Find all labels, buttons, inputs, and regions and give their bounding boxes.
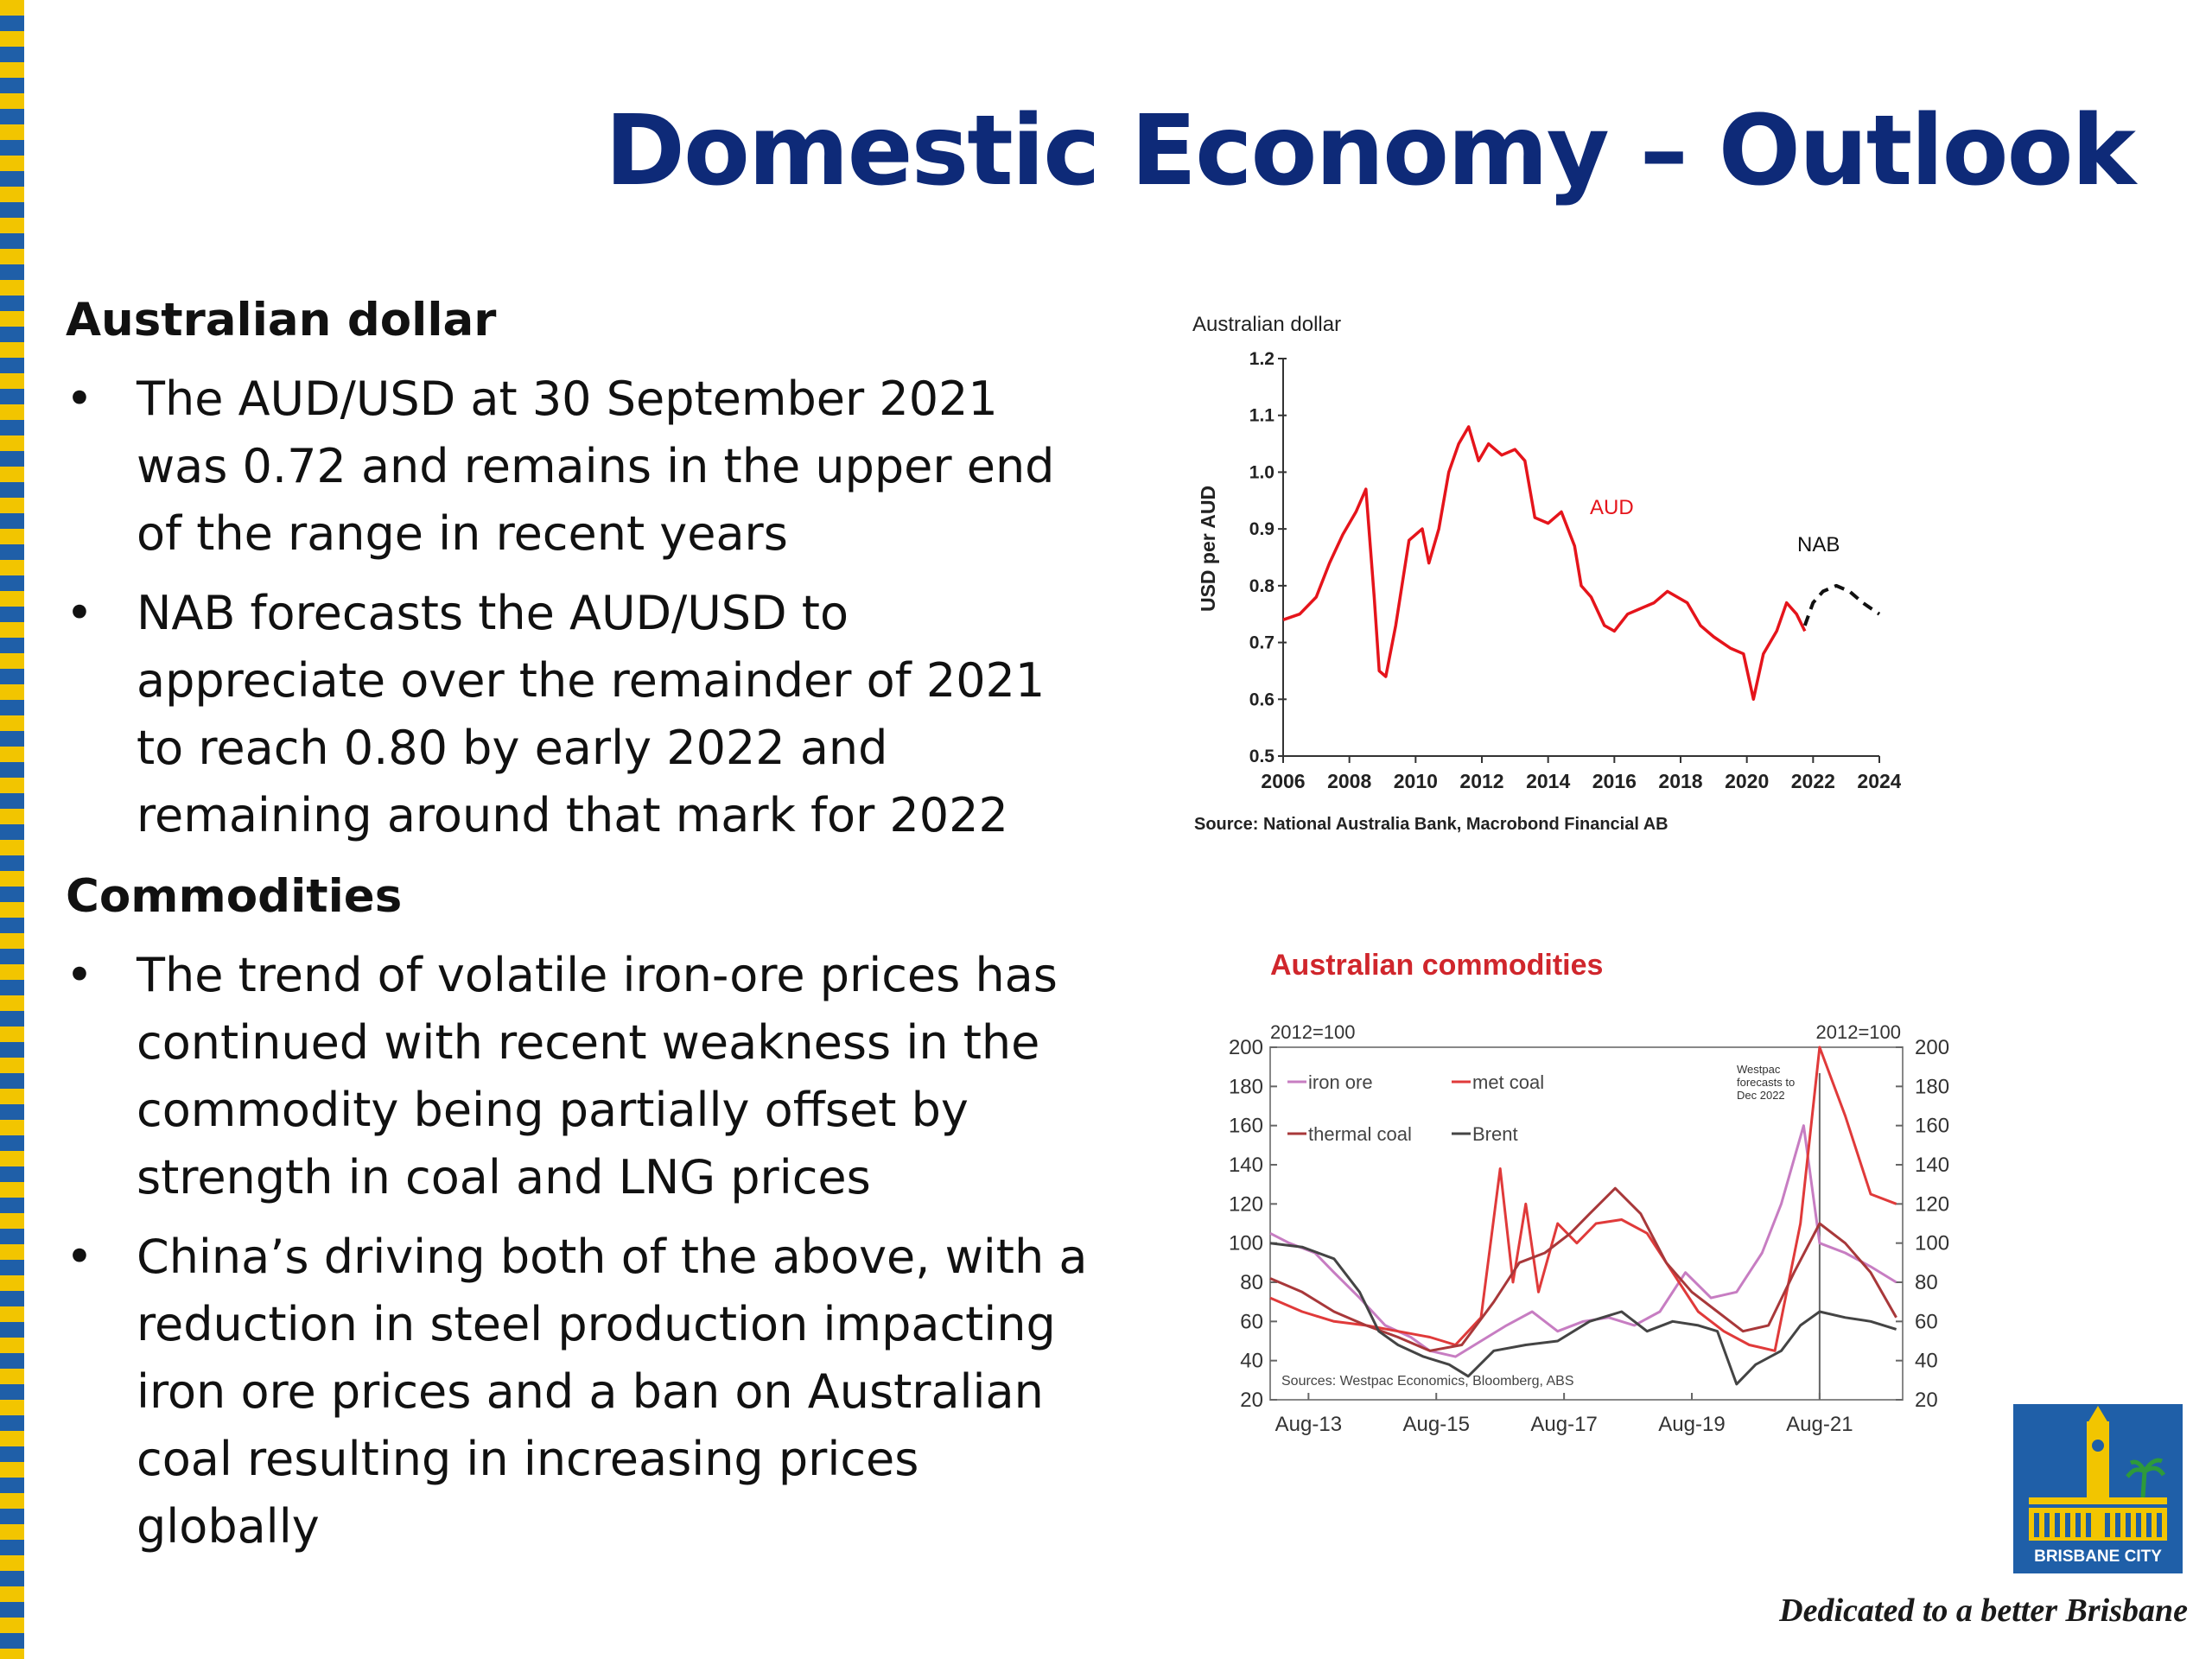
tagline: Dedicated to a better Brisbane <box>1779 1592 2188 1629</box>
commodities-y-tick-label-right: 180 <box>1915 1075 1949 1098</box>
commodities-y-tick-label-right: 80 <box>1915 1271 1938 1294</box>
aud-y-tick-label: 1.2 <box>1249 349 1274 369</box>
nab-series-label: NAB <box>1797 533 1840 556</box>
bullet-commodities-2: • China’s driving both of the above, with… <box>66 1224 1103 1560</box>
forecast-note-line-2: forecasts to <box>1737 1076 1795 1089</box>
commodities-y-tick-label-right: 200 <box>1915 1036 1949 1059</box>
aud-x-tick-label: 2018 <box>1658 770 1702 792</box>
commodities-y-tick-label-left: 120 <box>1229 1192 1263 1216</box>
commodities-y-tick-label-right: 40 <box>1915 1350 1938 1373</box>
forecast-note-line-3: Dec 2022 <box>1737 1089 1785 1102</box>
section-heading-commodities: Commodities <box>66 870 403 923</box>
commodities-y-tick-label-right: 140 <box>1915 1154 1949 1177</box>
aud-x-tick-label: 2008 <box>1327 770 1371 792</box>
bullet-text: The trend of volatile iron-ore prices ha… <box>137 948 1058 1205</box>
commodities-y-tick-label-left: 40 <box>1240 1350 1263 1373</box>
bullet-text: The AUD/USD at 30 September 2021 was 0.7… <box>137 372 1055 561</box>
commodities-plot-frame <box>1269 1046 1904 1401</box>
commodities-series-iron-ore <box>1269 1124 1897 1358</box>
bullet-commodities-1: • The trend of volatile iron-ore prices h… <box>66 942 1103 1211</box>
aud-series-nab <box>1802 583 1881 626</box>
commodities-ylabel-right: 2012=100 <box>1816 1021 1902 1043</box>
bullet-text: NAB forecasts the AUD/USD to appreciate … <box>137 586 1046 842</box>
legend-label: met coal <box>1472 1071 1544 1093</box>
city-hall-icon: BRISBANE CITY <box>2029 1406 2167 1566</box>
bullet-dot: • <box>66 948 93 1002</box>
commodities-y-tick-label-right: 120 <box>1915 1192 1949 1216</box>
aud-x-tick-label: 2022 <box>1791 770 1835 792</box>
aud-x-tick-label: 2012 <box>1459 770 1503 792</box>
bullet-text: China’s driving both of the above, with … <box>137 1230 1088 1554</box>
aud-y-tick-label: 0.5 <box>1249 747 1275 766</box>
aud-y-tick-label: 0.9 <box>1249 519 1274 539</box>
aud-x-tick-label: 2024 <box>1857 770 1901 792</box>
commodities-y-tick-label-left: 140 <box>1229 1154 1263 1177</box>
commodities-y-tick-label-left: 200 <box>1229 1036 1263 1059</box>
commodities-y-tick-label-right: 100 <box>1915 1232 1949 1255</box>
aud-series-aud <box>1282 425 1807 702</box>
commodities-y-tick-label-left: 80 <box>1240 1271 1263 1294</box>
aud-chart: Australian dollar USD per AUD 0.5 0.6 0.7 0… <box>1192 313 1901 834</box>
aud-x-tick-label: 2016 <box>1592 770 1637 792</box>
commodities-y-tick-label-right: 160 <box>1915 1115 1949 1138</box>
commodities-source: Sources: Westpac Economics, Bloomberg, A… <box>1281 1374 1574 1389</box>
aud-x-tick-label: 2020 <box>1725 770 1769 792</box>
legend-label: Brent <box>1472 1123 1518 1145</box>
aud-x-tick-label: 2014 <box>1526 770 1570 792</box>
slide-title: Domestic Economy – Outlook <box>605 95 2136 207</box>
aud-y-tick-label: 0.7 <box>1249 633 1274 653</box>
bullet-aud-1: • The AUD/USD at 30 September 2021 was 0.… <box>66 365 1103 568</box>
aud-series-label: AUD <box>1590 496 1634 519</box>
text-column: Australian dollar • The AUD/USD at 30 Sep… <box>66 294 1103 1573</box>
bullet-dot: • <box>66 586 93 640</box>
legend-label: iron ore <box>1308 1071 1373 1093</box>
logo-text: BRISBANE CITY <box>2034 1548 2162 1566</box>
commodities-x-tick-label: Aug-21 <box>1786 1413 1853 1436</box>
commodities-y-tick-label-right: 20 <box>1915 1389 1938 1412</box>
commodities-y-tick-label-right: 60 <box>1915 1310 1938 1333</box>
commodities-x-tick-label: Aug-15 <box>1403 1413 1470 1436</box>
commodities-y-tick-label-left: 20 <box>1240 1389 1263 1412</box>
commodities-y-tick-label-left: 180 <box>1229 1075 1263 1098</box>
aud-y-tick-label: 0.8 <box>1249 576 1275 596</box>
commodities-y-tick-label-left: 60 <box>1240 1310 1263 1333</box>
section-heading-aud: Australian dollar <box>66 294 497 346</box>
aud-y-tick-label: 1.0 <box>1249 462 1274 482</box>
aud-ylabel: USD per AUD <box>1197 486 1219 612</box>
commodities-x-tick-label: Aug-13 <box>1275 1413 1342 1436</box>
aud-x-tick-label: 2006 <box>1261 770 1305 792</box>
aud-y-tick-label: 0.6 <box>1249 690 1274 709</box>
forecast-note-line-1: Westpac <box>1737 1063 1781 1076</box>
brisbane-city-logo: BRISBANE CITY <box>2013 1404 2183 1573</box>
commodities-chart: Australian commodities 2012=100 2012=100… <box>1229 949 1949 1436</box>
commodities-y-tick-label-left: 160 <box>1229 1115 1263 1138</box>
aud-x-tick-label: 2010 <box>1394 770 1438 792</box>
bullet-dot: • <box>66 372 93 426</box>
bullet-aud-2: • NAB forecasts the AUD/USD to appreciate… <box>66 580 1103 849</box>
commodities-title: Australian commodities <box>1270 949 1603 982</box>
commodities-x-tick-label: Aug-19 <box>1658 1413 1725 1436</box>
aud-chart-title: Australian dollar <box>1192 313 1341 336</box>
edge-stripe <box>0 0 24 1659</box>
aud-y-tick-label: 1.1 <box>1249 406 1275 426</box>
commodities-x-tick-label: Aug-17 <box>1530 1413 1597 1436</box>
commodities-series-brent <box>1269 1242 1897 1386</box>
bullet-dot: • <box>66 1230 93 1284</box>
commodities-y-tick-label-left: 100 <box>1229 1232 1263 1255</box>
commodities-series-met-coal <box>1269 1046 1897 1352</box>
legend-label: thermal coal <box>1308 1123 1412 1145</box>
commodities-series-thermal-coal <box>1269 1186 1897 1352</box>
commodities-ylabel-left: 2012=100 <box>1270 1021 1356 1043</box>
aud-source: Source: National Australia Bank, Macrobo… <box>1194 815 1669 834</box>
